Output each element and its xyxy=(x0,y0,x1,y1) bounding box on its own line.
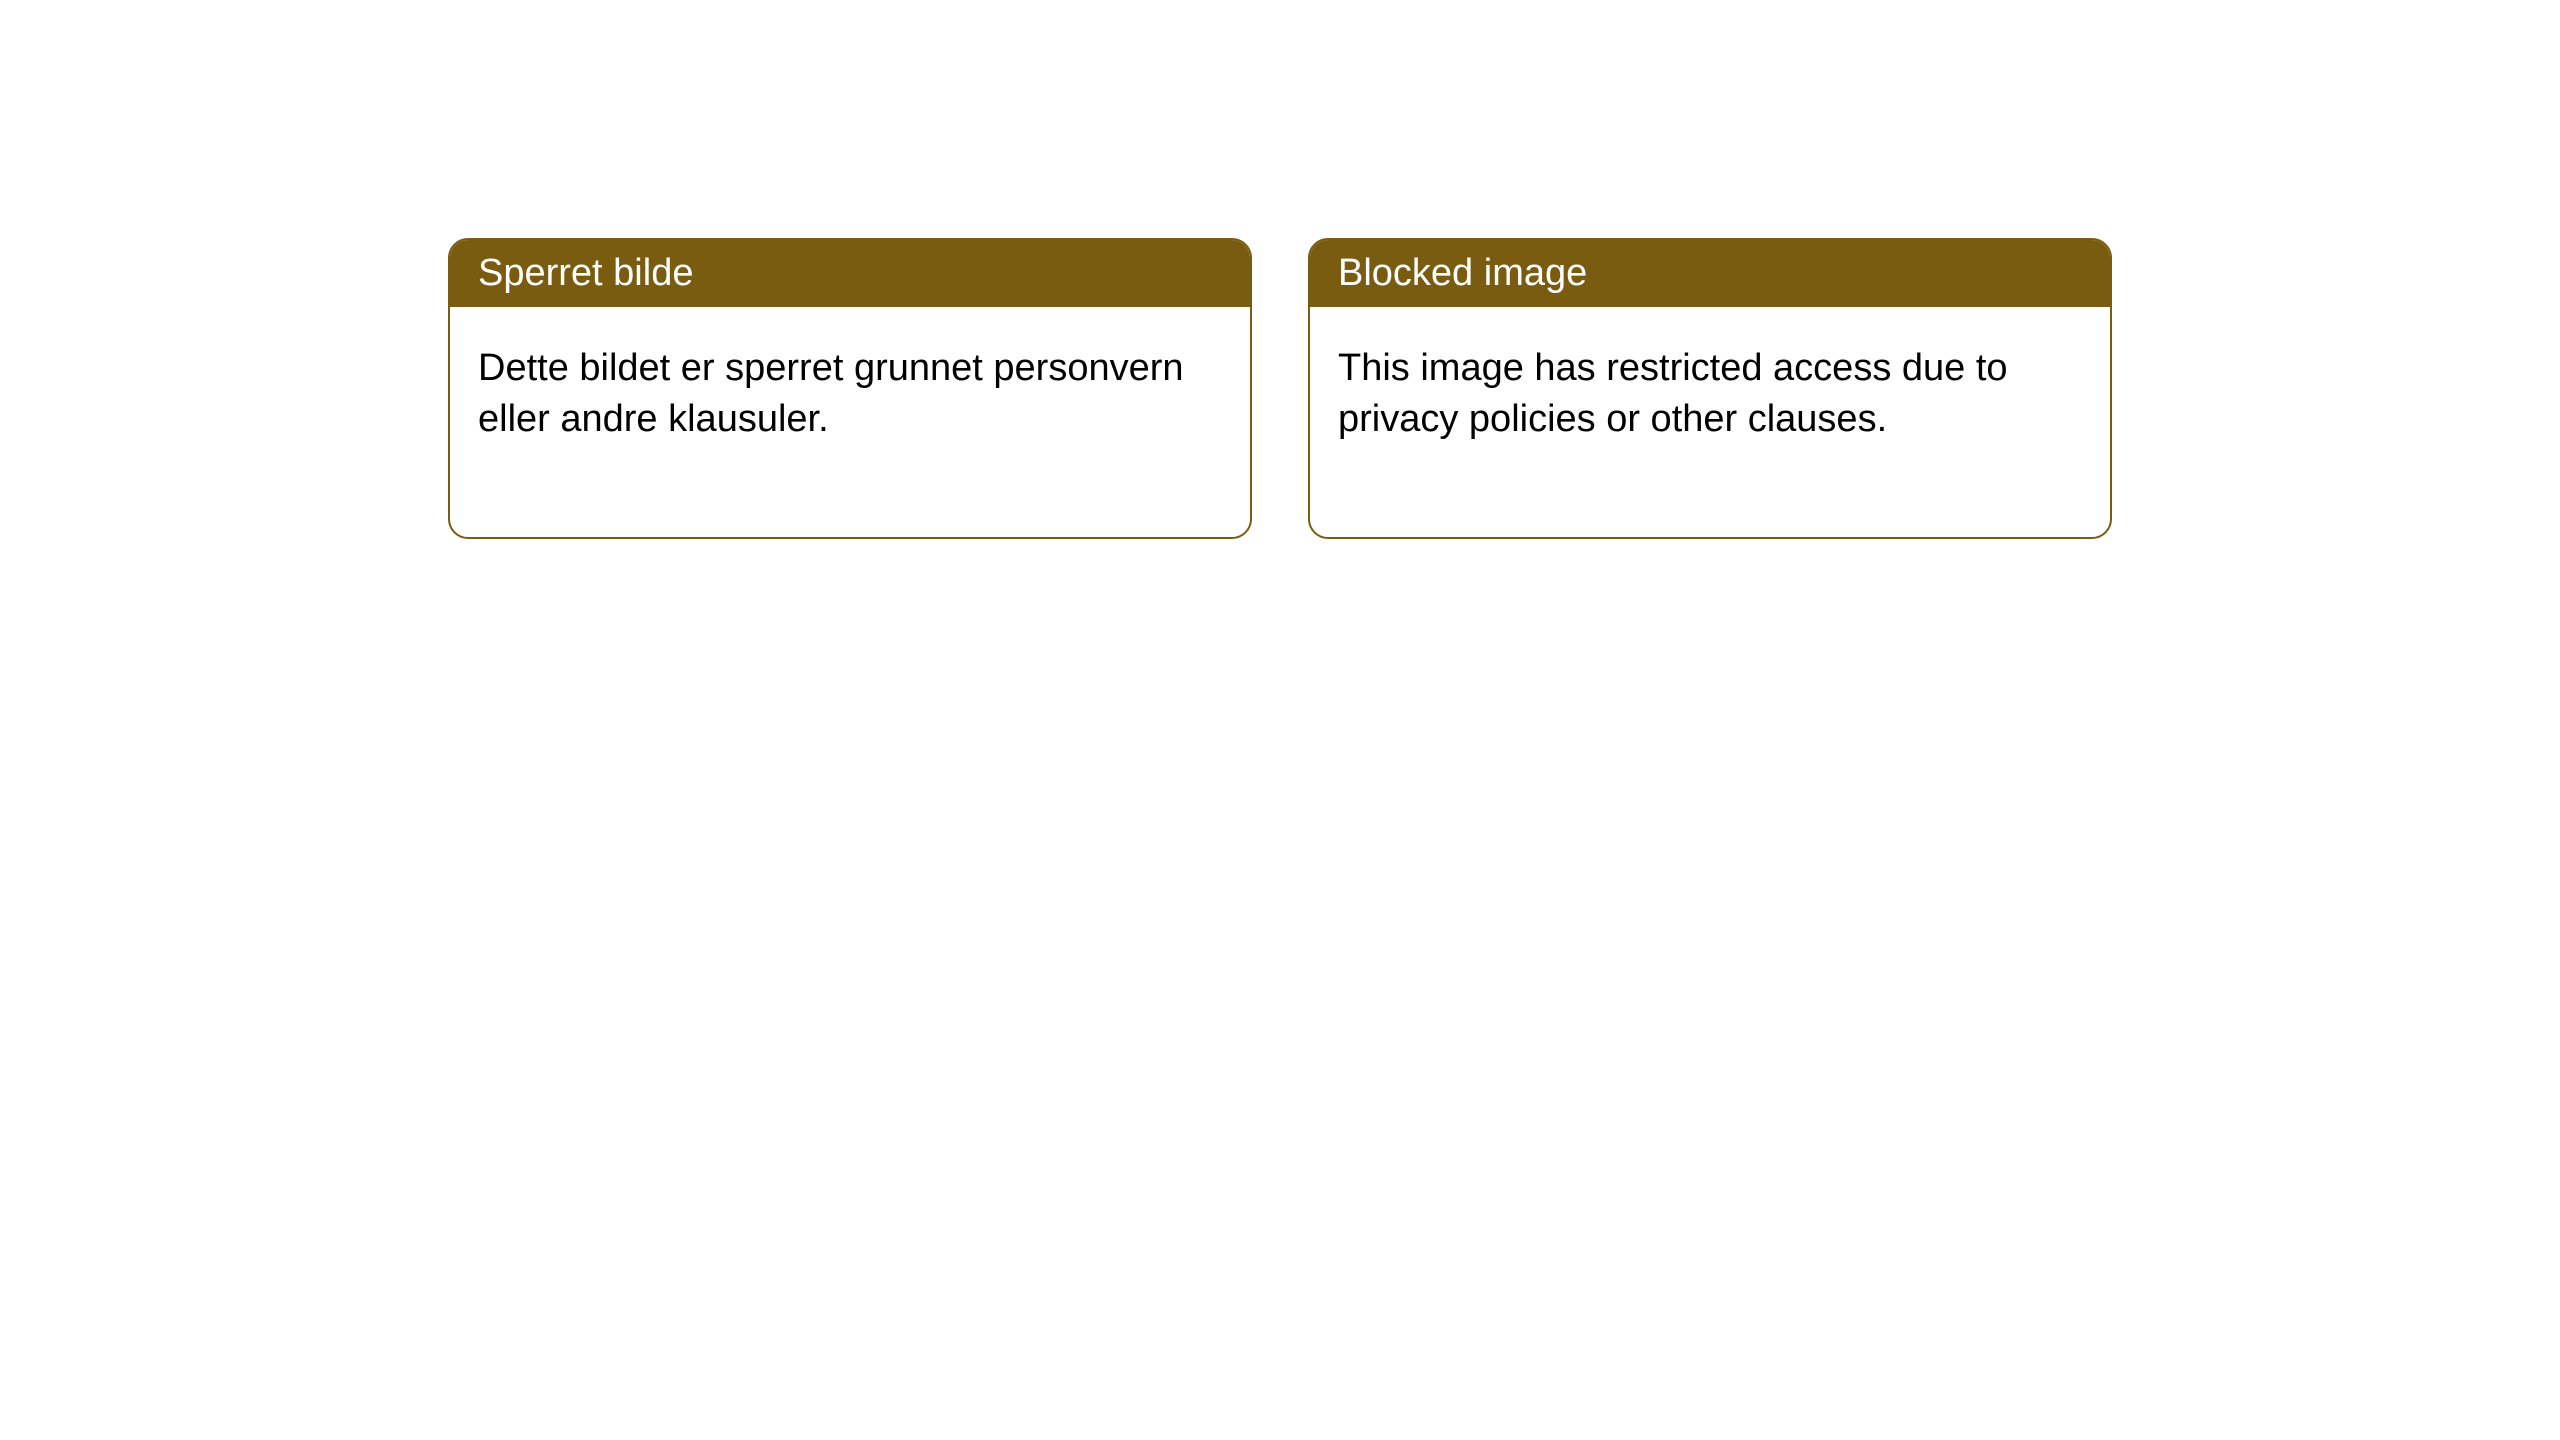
notice-body: Dette bildet er sperret grunnet personve… xyxy=(450,307,1250,537)
notice-title: Sperret bilde xyxy=(450,240,1250,307)
notice-card-norwegian: Sperret bilde Dette bildet er sperret gr… xyxy=(448,238,1252,539)
notice-body: This image has restricted access due to … xyxy=(1310,307,2110,537)
notice-card-english: Blocked image This image has restricted … xyxy=(1308,238,2112,539)
notice-title: Blocked image xyxy=(1310,240,2110,307)
notice-container: Sperret bilde Dette bildet er sperret gr… xyxy=(0,0,2560,539)
